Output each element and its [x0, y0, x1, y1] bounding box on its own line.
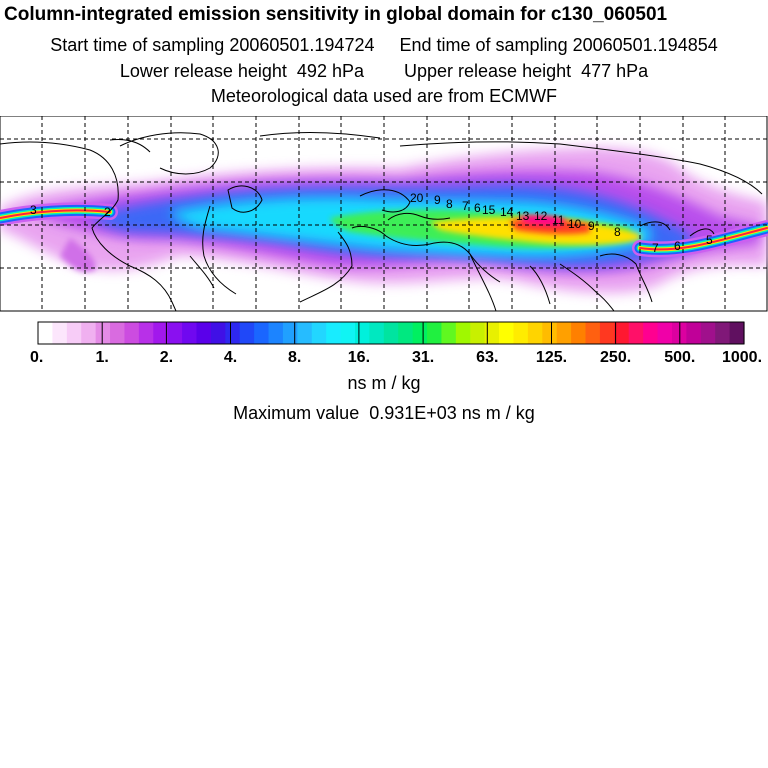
trajectory-label: 11	[552, 213, 565, 227]
max-value-label: Maximum value 0.931E+03 ns m / kg	[233, 403, 535, 423]
colorbar-tick-label: 2.	[160, 349, 173, 366]
colorbar-tick-label: 8.	[288, 349, 301, 366]
colorbar-cell	[110, 322, 126, 344]
colorbar-cell	[239, 322, 255, 344]
colorbar-cell	[686, 322, 702, 344]
colorbar-cell	[499, 322, 515, 344]
trajectory-label: 5	[706, 233, 713, 247]
colorbar-cell	[153, 322, 169, 344]
upper-release-label: Upper release height 477 hPa	[404, 61, 649, 81]
trajectory-label: 2	[104, 205, 111, 219]
met-data-label: Meteorological data used are from ECMWF	[210, 86, 558, 106]
map-title: Column-integrated emission sensitivity i…	[4, 4, 668, 25]
sampling-time-line: Start time of sampling 20060501.194724 E…	[0, 34, 768, 56]
colorbar-cell	[729, 322, 745, 344]
colorbar-cell	[412, 322, 428, 344]
colorbar-cell	[383, 322, 399, 344]
colorbar-cell	[95, 322, 111, 344]
colorbar-cell	[398, 322, 414, 344]
colorbar-cell	[124, 322, 140, 344]
colorbar-cell	[138, 322, 154, 344]
trajectory-label: 12	[534, 209, 548, 223]
trajectory-label: 15	[482, 203, 496, 217]
colorbar: 0. 1. 2. 4. 8. 16. 31. 63. 125. 250. 500. 1000.	[30, 321, 762, 366]
colorbar-ticks: 0. 1. 2. 4. 8. 16. 31. 63. 125. 250. 500. 1000.	[30, 322, 762, 366]
transport-band-west	[0, 202, 118, 226]
colorbar-cell	[297, 322, 313, 344]
colorbar-tick-label: 1000.	[722, 349, 762, 366]
colorbar-cell	[52, 322, 68, 344]
colorbar-cell	[196, 322, 212, 344]
colorbar-cell	[657, 322, 673, 344]
colorbar-cell	[441, 322, 457, 344]
colorbar-cell	[225, 322, 241, 344]
colorbar-tick-label: 1.	[96, 349, 109, 366]
colorbar-cell	[254, 322, 270, 344]
end-time-label: End time of sampling 20060501.194854	[399, 35, 718, 55]
colorbar-tick-label: 4.	[224, 349, 237, 366]
trajectory-label: 8	[614, 225, 621, 239]
colorbar-cell	[513, 322, 529, 344]
colorbar-cell	[182, 322, 198, 344]
colorbar-cell	[311, 322, 327, 344]
trajectory-label: 3	[30, 203, 37, 217]
trajectory-label: 7	[462, 199, 469, 213]
colorbar-cell	[326, 322, 342, 344]
colorbar-cell	[354, 322, 370, 344]
colorbar-cell	[470, 322, 486, 344]
transport-band-east	[632, 220, 768, 258]
trajectory-label: 20	[410, 191, 424, 205]
colorbar-tick-label: 0.	[30, 349, 43, 366]
trajectory-label: 9	[588, 219, 595, 233]
colorbar-cell	[369, 322, 385, 344]
colorbar-tick-label: 125.	[536, 349, 567, 366]
trajectory-label: 10	[568, 217, 582, 231]
trajectory-label: 9	[434, 193, 441, 207]
colorbar-cells	[38, 322, 745, 344]
release-height-line: Lower release height 492 hPa Upper relea…	[0, 60, 768, 82]
colorbar-cell	[167, 322, 183, 344]
colorbar-cell	[268, 322, 284, 344]
colorbar-frame	[37, 321, 745, 345]
colorbar-cell	[455, 322, 471, 344]
trajectory-label: 6	[474, 201, 481, 215]
trajectory-label: 8	[446, 197, 453, 211]
colorbar-cell	[628, 322, 644, 344]
colorbar-unit: ns m / kg	[347, 373, 421, 393]
colorbar-tick-label: 250.	[600, 349, 631, 366]
colorbar-cell	[38, 322, 54, 344]
colorbar-cell	[282, 322, 298, 344]
colorbar-cell	[340, 322, 356, 344]
plume-field	[0, 147, 767, 294]
colorbar-cell	[614, 322, 630, 344]
colorbar-cell	[571, 322, 587, 344]
colorbar-cell	[81, 322, 97, 344]
trajectory-label: 7	[652, 241, 659, 255]
colorbar-cell	[700, 322, 716, 344]
trajectory-label: 13	[516, 209, 530, 223]
colorbar-cell	[556, 322, 572, 344]
colorbar-cell	[715, 322, 731, 344]
colorbar-cell	[66, 322, 82, 344]
sensitivity-map: 3 2 20 9 8 7 6 15 14 13 12 11 10 9 8 7 6…	[0, 116, 768, 312]
colorbar-cell	[599, 322, 615, 344]
colorbar-cell	[210, 322, 226, 344]
colorbar-cell	[585, 322, 601, 344]
coastlines	[0, 131, 763, 312]
colorbar-cell	[527, 322, 543, 344]
colorbar-cell	[542, 322, 558, 344]
colorbar-cell	[427, 322, 443, 344]
trajectory-label: 14	[500, 205, 514, 219]
colorbar-tick-label: 500.	[664, 349, 695, 366]
trajectory-label: 6	[674, 239, 681, 253]
colorbar-tick-label: 31.	[412, 349, 434, 366]
lat-lon-grid	[0, 116, 767, 311]
colorbar-cell	[484, 322, 500, 344]
colorbar-cell	[643, 322, 659, 344]
lower-release-label: Lower release height 492 hPa	[119, 61, 364, 81]
colorbar-tick-label: 16.	[348, 349, 370, 366]
colorbar-tick-label: 63.	[476, 349, 498, 366]
start-time-label: Start time of sampling 20060501.194724	[50, 35, 375, 55]
